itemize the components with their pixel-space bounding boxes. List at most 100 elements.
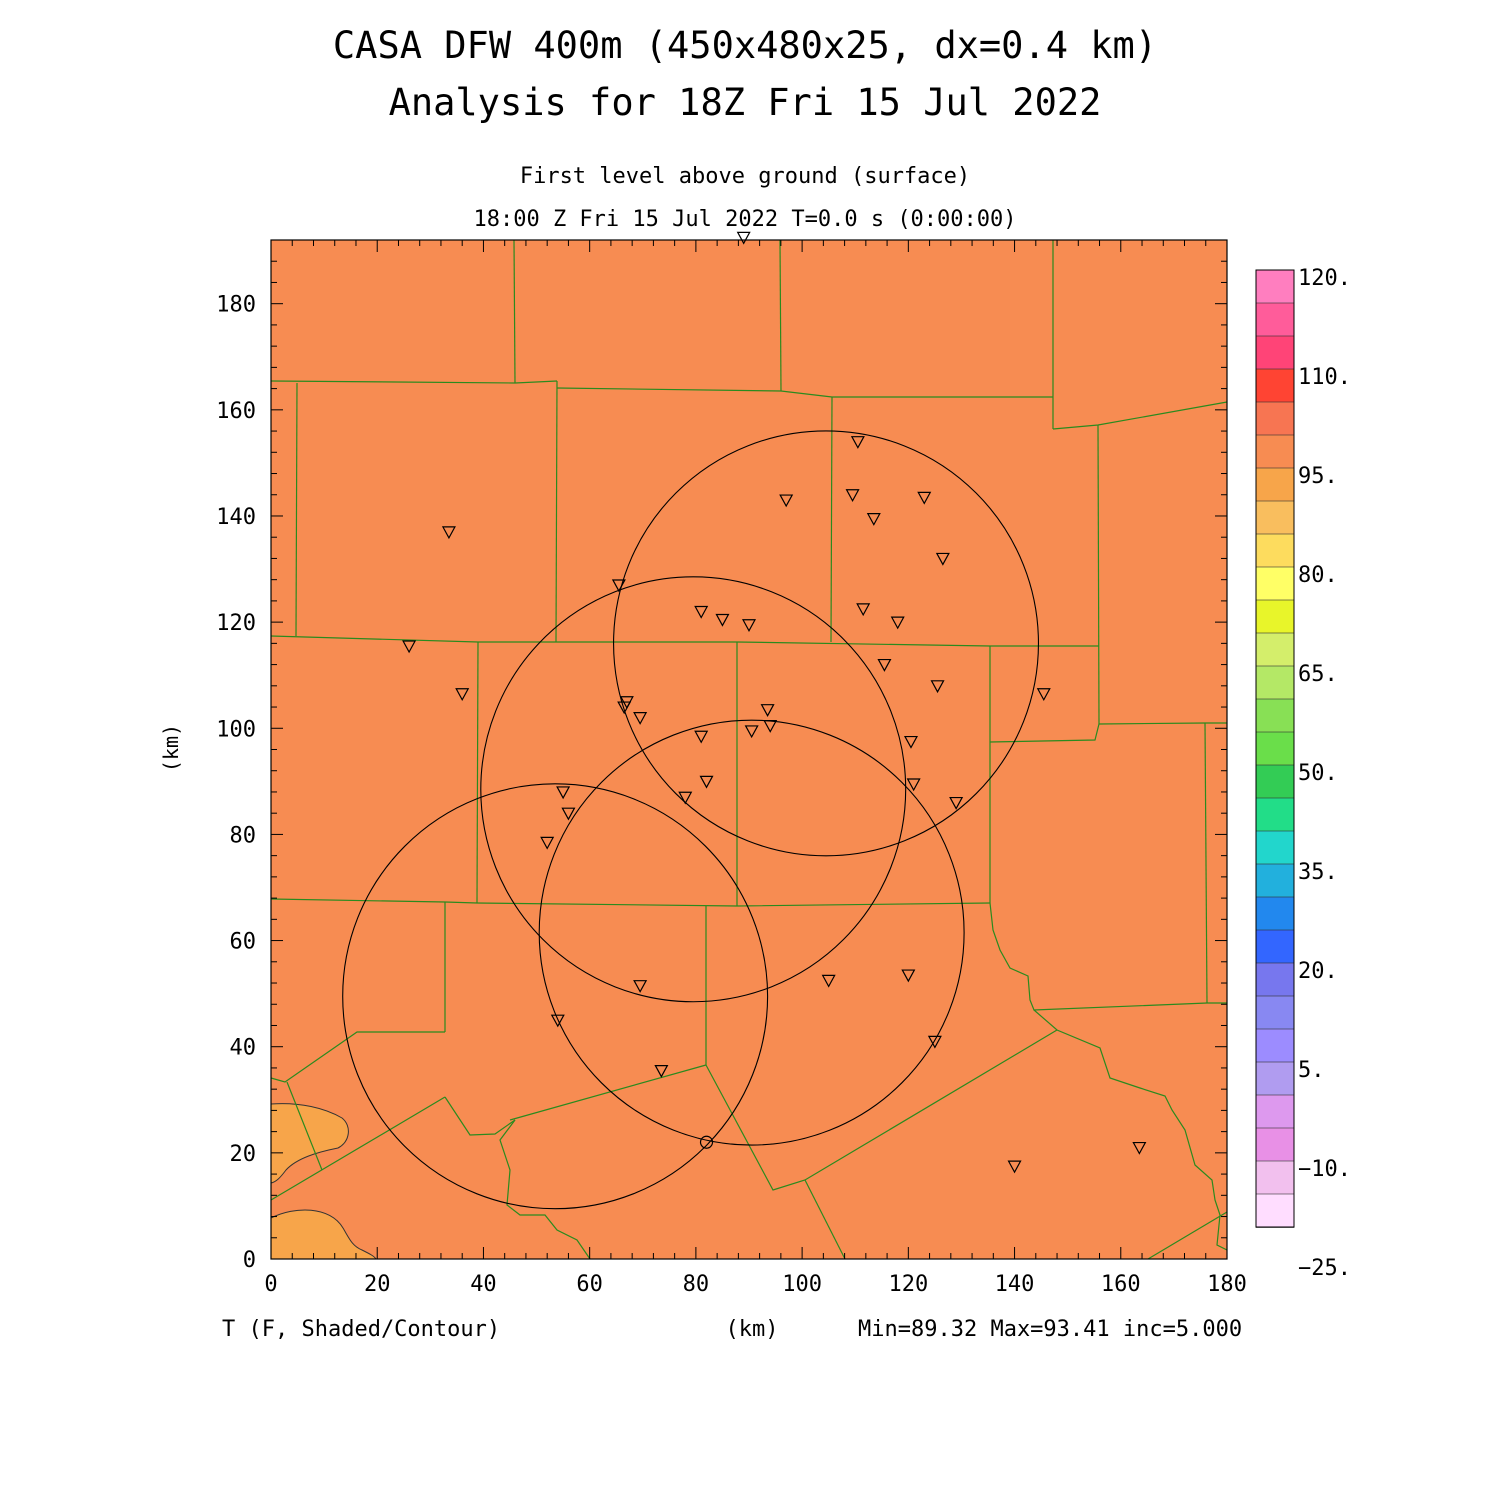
station-marker-icon bbox=[611, 579, 626, 593]
colorbar-swatch bbox=[1255, 467, 1295, 502]
time-label: 18:00 Z Fri 15 Jul 2022 T=0.0 s (0:00:00… bbox=[473, 207, 1016, 232]
station-marker-icon bbox=[654, 1064, 669, 1078]
station-marker-icon bbox=[561, 807, 576, 821]
station-marker-icon bbox=[903, 735, 918, 749]
x-axis-unit: (km) bbox=[726, 1317, 779, 1342]
field-label: T (F, Shaded/Contour) bbox=[222, 1317, 500, 1342]
station-marker-icon bbox=[845, 489, 860, 503]
y-tick-label: 160 bbox=[216, 399, 256, 424]
colorbar-swatch bbox=[1255, 962, 1295, 997]
map-title-analysis: Analysis for 18Z Fri 15 Jul 2022 bbox=[389, 81, 1102, 124]
colorbar-swatch bbox=[1255, 302, 1295, 337]
station-marker-icon bbox=[715, 613, 730, 627]
station-marker-icon bbox=[455, 688, 470, 702]
station-marker-icon bbox=[741, 619, 757, 633]
colorbar-label: 110. bbox=[1298, 365, 1351, 390]
x-tick-label: 120 bbox=[888, 1272, 928, 1297]
station-marker-icon bbox=[760, 704, 775, 717]
x-tick-label: 180 bbox=[1207, 1272, 1247, 1297]
station-marker-icon bbox=[821, 974, 836, 988]
colorbar-swatch bbox=[1255, 1193, 1295, 1228]
y-tick-label: 100 bbox=[216, 717, 256, 742]
station-marker-icon bbox=[619, 696, 634, 709]
radar-ring bbox=[342, 783, 769, 1210]
colorbar-swatch bbox=[1255, 1094, 1295, 1129]
colorbar-swatch bbox=[1255, 995, 1295, 1030]
colorbar-label: 50. bbox=[1298, 761, 1338, 786]
station-marker-icon bbox=[694, 730, 709, 744]
station-marker-icon bbox=[856, 603, 871, 617]
colorbar-frame bbox=[1255, 269, 1295, 1228]
colorbar-label: 65. bbox=[1298, 662, 1338, 687]
colorbar-swatch bbox=[1255, 335, 1295, 370]
x-tick-label: 100 bbox=[782, 1272, 822, 1297]
station-marker-icon bbox=[901, 969, 916, 983]
colorbar-swatch bbox=[1255, 632, 1295, 667]
radar-ring bbox=[480, 576, 907, 1003]
colorbar-swatch bbox=[1255, 1061, 1295, 1096]
station-marker-icon bbox=[678, 791, 693, 805]
radar-site-icon bbox=[699, 1135, 714, 1149]
station-marker-icon bbox=[633, 712, 648, 725]
colorbar-label: 35. bbox=[1298, 860, 1338, 885]
station-marker-icon bbox=[441, 526, 456, 540]
colorbar-swatch bbox=[1255, 863, 1295, 898]
colorbar-swatch bbox=[1255, 1160, 1295, 1195]
map-title: CASA DFW 400m (450x480x25, dx=0.4 km) bbox=[333, 24, 1157, 67]
station-marker-icon bbox=[556, 786, 571, 800]
contour-blob-bottom-left bbox=[270, 1209, 377, 1260]
station-marker-icon bbox=[699, 775, 714, 789]
observation-stations bbox=[402, 231, 1147, 1174]
plot-area bbox=[270, 231, 1228, 1260]
colorbar-label: 120. bbox=[1298, 266, 1351, 291]
y-tick-label: 140 bbox=[216, 505, 256, 530]
colorbar-swatch bbox=[1255, 797, 1295, 832]
colorbar-swatch bbox=[1255, 500, 1295, 535]
y-tick-label: 180 bbox=[216, 293, 256, 318]
colorbar-swatch bbox=[1255, 533, 1295, 568]
station-marker-icon bbox=[906, 778, 921, 792]
colorbar-swatch bbox=[1255, 764, 1295, 799]
colorbar-label: 80. bbox=[1298, 563, 1338, 588]
station-marker-icon bbox=[935, 552, 950, 566]
x-axis: 0 20 40 60 80 100 120 140 160 180 bbox=[264, 240, 1247, 1297]
x-tick-label: 0 bbox=[264, 1272, 277, 1297]
x-tick-label: 40 bbox=[470, 1272, 497, 1297]
colorbar-swatch bbox=[1255, 434, 1295, 469]
station-marker-icon bbox=[779, 494, 794, 508]
radar-ring bbox=[613, 430, 1040, 857]
station-marker-icon bbox=[633, 980, 648, 993]
station-marker-icon bbox=[402, 640, 417, 654]
station-marker-icon bbox=[694, 605, 709, 619]
station-marker-icon bbox=[917, 491, 932, 505]
station-marker-icon bbox=[1036, 688, 1051, 702]
station-marker-icon bbox=[949, 796, 964, 810]
colorbar-label: 20. bbox=[1298, 959, 1338, 984]
station-marker-icon bbox=[866, 513, 881, 526]
colorbar-swatch bbox=[1255, 599, 1295, 634]
station-marker-icon bbox=[1132, 1141, 1147, 1155]
station-marker-icon bbox=[736, 231, 751, 245]
station-marker-icon bbox=[927, 1035, 942, 1049]
colorbar-swatch bbox=[1255, 1127, 1295, 1162]
y-tick-label: 60 bbox=[230, 930, 257, 955]
radar-coverage-rings bbox=[342, 430, 1040, 1210]
x-tick-label: 140 bbox=[995, 1272, 1035, 1297]
colorbar-swatch bbox=[1255, 269, 1295, 304]
station-marker-icon bbox=[890, 616, 905, 630]
colorbar-label: −10. bbox=[1298, 1157, 1351, 1182]
x-tick-label: 60 bbox=[576, 1272, 603, 1297]
station-marker-icon bbox=[930, 680, 945, 694]
colorbar-swatch bbox=[1255, 896, 1295, 931]
y-tick-label: 0 bbox=[243, 1248, 256, 1273]
station-marker-icon bbox=[763, 720, 778, 733]
colorbar: 120. 110. 95. 80. 65. 50. 35. 20. 5. −10. −25. bbox=[1255, 266, 1351, 1281]
y-axis: 0 20 40 60 80 100 120 140 160 180 bbox=[216, 239, 1227, 1273]
colorbar-swatch bbox=[1255, 368, 1295, 403]
colorbar-swatch bbox=[1255, 698, 1295, 733]
radar-ring bbox=[538, 719, 965, 1146]
station-marker-icon bbox=[850, 436, 865, 449]
y-tick-label: 20 bbox=[230, 1142, 257, 1167]
colorbar-label: 95. bbox=[1298, 464, 1338, 489]
